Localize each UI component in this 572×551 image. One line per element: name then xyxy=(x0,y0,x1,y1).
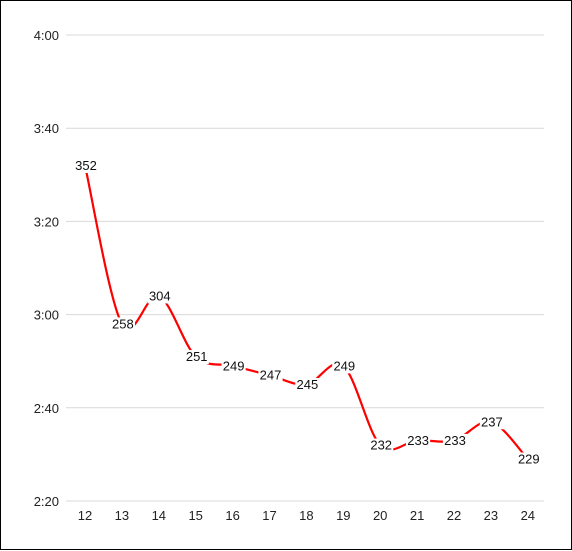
x-tick-label: 19 xyxy=(336,508,350,523)
data-label-background xyxy=(442,433,468,448)
data-label: 245 xyxy=(297,377,319,392)
x-tick-label: 21 xyxy=(410,508,424,523)
data-label: 258 xyxy=(112,316,134,331)
y-axis-ticks: 2:20 2:40 3:00 3:20 3:40 4:00 xyxy=(34,28,59,509)
x-tick-label: 20 xyxy=(373,508,387,523)
data-label: 352 xyxy=(75,158,97,173)
data-label: 232 xyxy=(370,438,392,453)
data-label: 247 xyxy=(260,368,282,383)
data-label-background xyxy=(406,433,431,448)
data-label-background xyxy=(184,350,209,365)
x-tick-label: 22 xyxy=(447,508,461,523)
data-label: 249 xyxy=(333,358,355,373)
y-tick-label: 3:00 xyxy=(34,308,59,323)
gridlines xyxy=(66,34,544,502)
data-label-background xyxy=(516,452,541,467)
data-label: 233 xyxy=(444,433,466,448)
x-tick-label: 18 xyxy=(299,508,313,523)
data-label: 251 xyxy=(186,349,208,364)
series-line xyxy=(83,164,529,461)
data-label-background xyxy=(221,359,246,374)
data-label: 229 xyxy=(518,452,540,467)
y-tick-label: 2:40 xyxy=(34,401,59,416)
data-label: 249 xyxy=(223,358,245,373)
series-layer xyxy=(83,163,530,461)
y-tick-label: 4:00 xyxy=(34,28,59,43)
x-tick-label: 24 xyxy=(521,508,535,523)
data-label-background xyxy=(479,415,504,430)
data-label-background xyxy=(73,158,99,173)
data-label: 304 xyxy=(149,288,171,303)
data-label-background xyxy=(332,359,357,374)
x-tick-label: 14 xyxy=(152,508,166,523)
y-tick-label: 2:20 xyxy=(34,494,59,509)
y-tick-label: 3:20 xyxy=(34,214,59,229)
data-label-background xyxy=(295,378,320,392)
data-label-background xyxy=(147,289,172,304)
data-label: 237 xyxy=(481,414,503,429)
x-tick-label: 17 xyxy=(262,508,276,523)
data-label: 233 xyxy=(407,433,429,448)
y-tick-label: 3:40 xyxy=(34,121,59,136)
x-tick-label: 16 xyxy=(225,508,239,523)
x-tick-label: 12 xyxy=(78,508,92,523)
x-tick-label: 15 xyxy=(188,508,202,523)
x-tick-label: 13 xyxy=(115,508,129,523)
x-tick-label: 23 xyxy=(484,508,498,523)
data-label-background xyxy=(258,368,283,383)
x-axis-ticks: 12 13 14 15 16 17 18 19 20 21 22 23 24 xyxy=(78,508,535,523)
data-label-background xyxy=(110,317,135,332)
data-labels: 352 258 304 251 249 247 245 249 232 233 233 237 229 xyxy=(73,158,541,467)
data-label-background xyxy=(369,438,394,453)
